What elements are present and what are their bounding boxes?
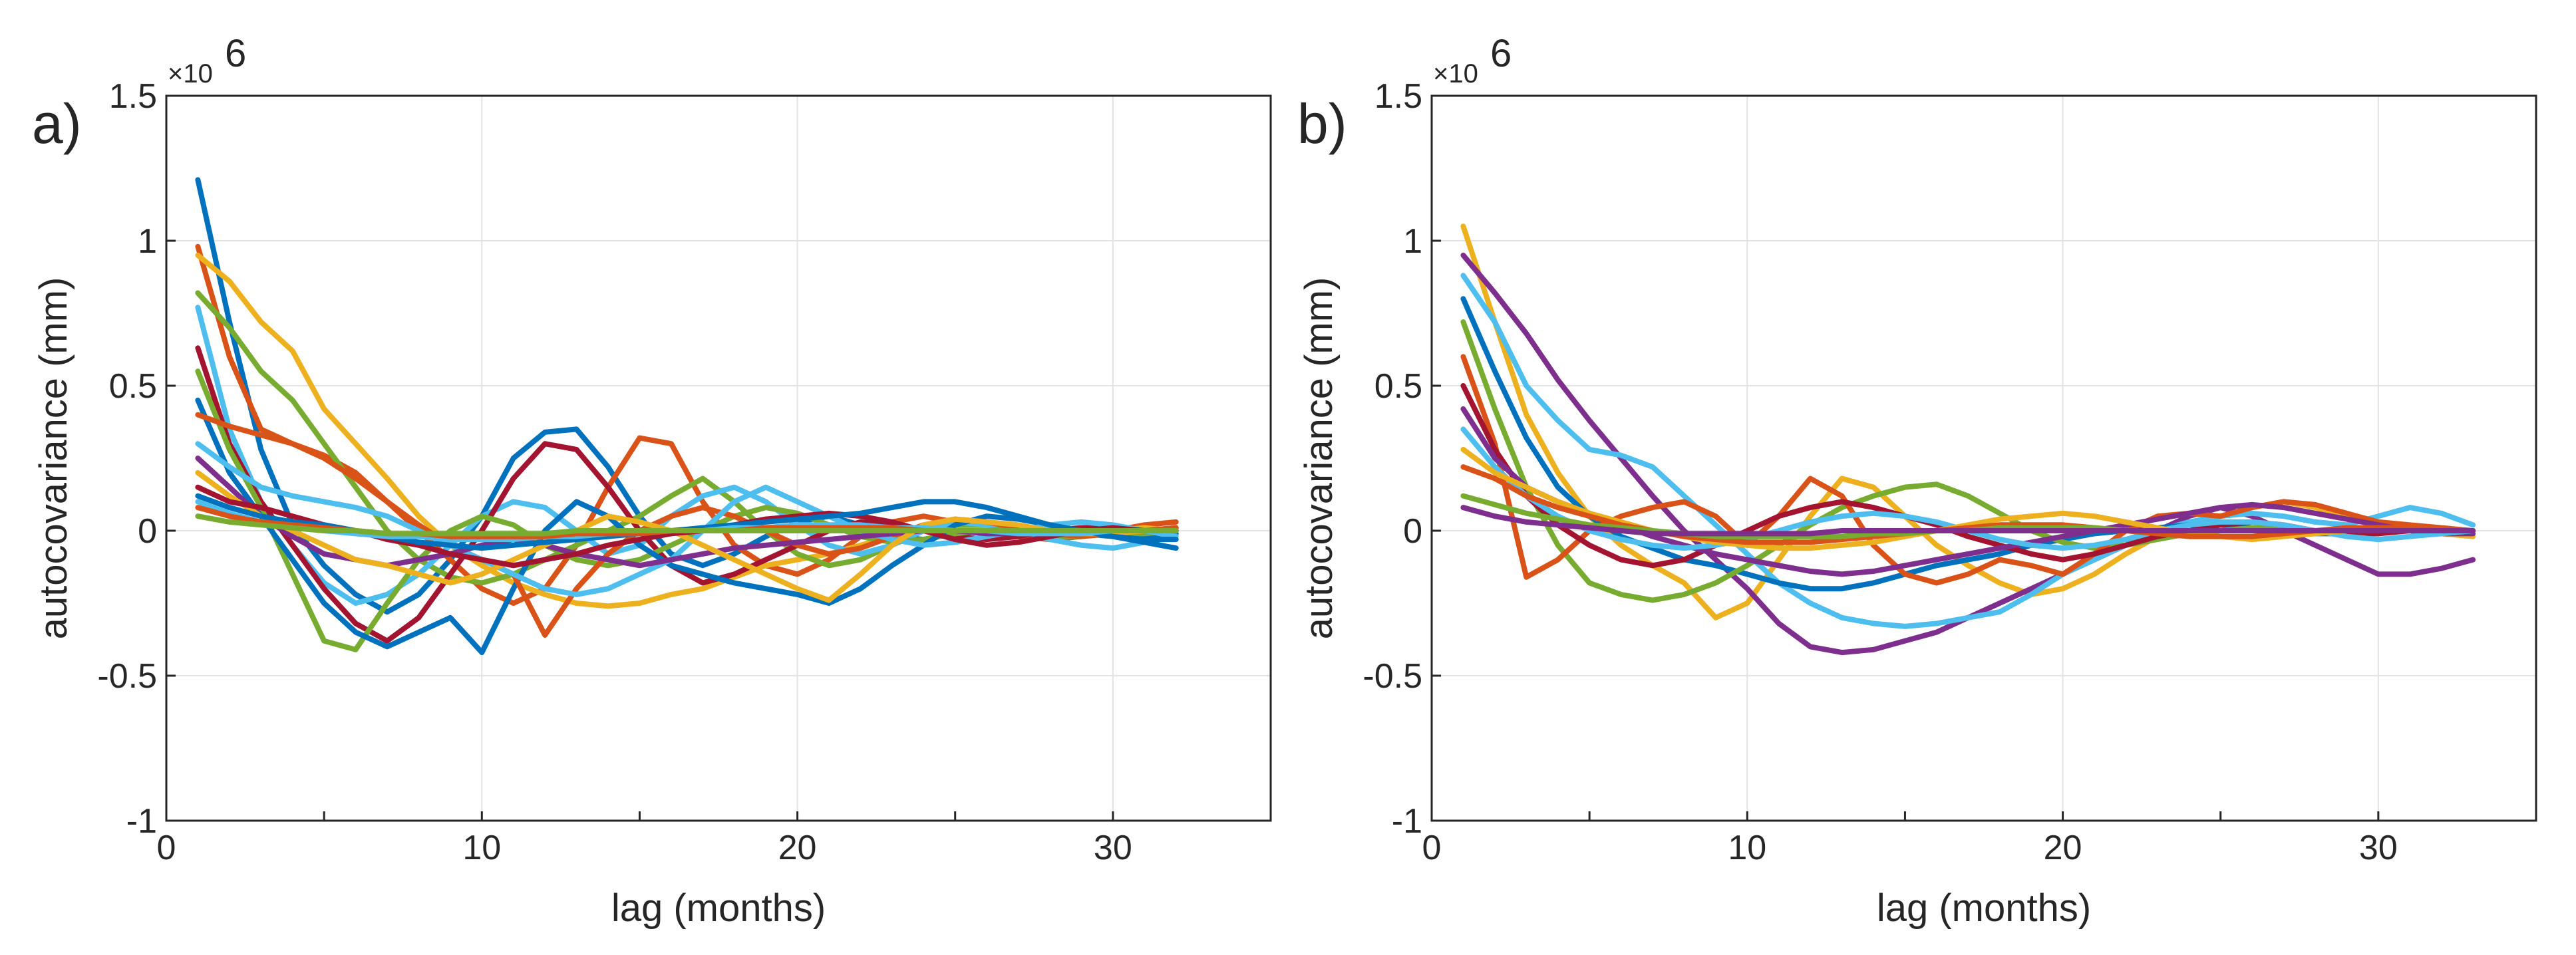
y-exponent-prefix: ×10 — [168, 59, 213, 88]
plot-area-frame — [165, 94, 1272, 822]
y-exponent-prefix: ×10 — [1433, 59, 1478, 88]
series-line-s8 — [195, 397, 1179, 656]
x-tick-label: 30 — [2359, 829, 2398, 867]
y-exponent-power: 6 — [225, 32, 246, 75]
panel-a: 0 10 20 30 -1 -0.5 0 0.5 1 1.5 a) ×10 6 lag (mont… — [32, 32, 1272, 930]
y-tick-label: 1 — [138, 222, 157, 261]
y-tick-label: 0.5 — [1374, 367, 1422, 406]
y-axis-label: autocovariance (mm) — [32, 277, 75, 640]
x-axis-label: lag (months) — [1877, 887, 2091, 930]
y-tick-label: 1.5 — [109, 77, 157, 116]
series-group — [1460, 223, 2476, 656]
x-tick-label: 0 — [1422, 829, 1442, 867]
series-line-s13 — [1460, 505, 2476, 537]
panel-b: 0 10 20 30 -1 -0.5 0 0.5 1 1.5 b) ×10 6 lag (mont… — [1297, 32, 2537, 930]
grid — [166, 96, 1271, 821]
series-line-s6 — [195, 345, 1179, 644]
x-tick-label: 30 — [1094, 829, 1132, 867]
series-line-s3 — [1460, 273, 2476, 629]
y-axis-label: autocovariance (mm) — [1297, 277, 1341, 640]
y-tick-label: 0 — [1403, 512, 1422, 551]
panel-label: a) — [32, 92, 82, 155]
x-tick-label: 20 — [778, 829, 817, 867]
y-tick-label: 1.5 — [1374, 77, 1422, 116]
plot-area-background — [166, 96, 1271, 821]
x-axis-label: lag (months) — [611, 887, 826, 930]
y-tick-label: -0.5 — [1363, 657, 1422, 696]
series-line-s6 — [1460, 354, 2476, 586]
series-line-s17 — [195, 513, 1179, 537]
plot-area-background — [1432, 96, 2536, 821]
ticks: 0 10 20 30 -1 -0.5 0 0.5 1 1.5 — [1363, 77, 2537, 867]
x-tick-label: 10 — [1728, 829, 1766, 867]
y-tick-label: 1 — [1403, 222, 1422, 261]
plot-area-frame — [1430, 94, 2537, 822]
ticks: 0 10 20 30 -1 -0.5 0 0.5 1 1.5 — [97, 77, 1272, 867]
y-tick-label: -0.5 — [97, 657, 157, 696]
series-group — [195, 177, 1179, 656]
y-exponent-power: 6 — [1490, 32, 1512, 75]
y-tick-label: -1 — [126, 802, 157, 841]
x-tick-label: 20 — [2044, 829, 2082, 867]
x-tick-label: 10 — [462, 829, 501, 867]
y-tick-label: 0 — [138, 512, 157, 551]
y-tick-label: -1 — [1392, 802, 1422, 841]
series-line-s12 — [195, 470, 1179, 603]
y-tick-label: 0.5 — [109, 367, 157, 406]
x-tick-label: 0 — [157, 829, 176, 867]
panel-label: b) — [1297, 92, 1347, 155]
